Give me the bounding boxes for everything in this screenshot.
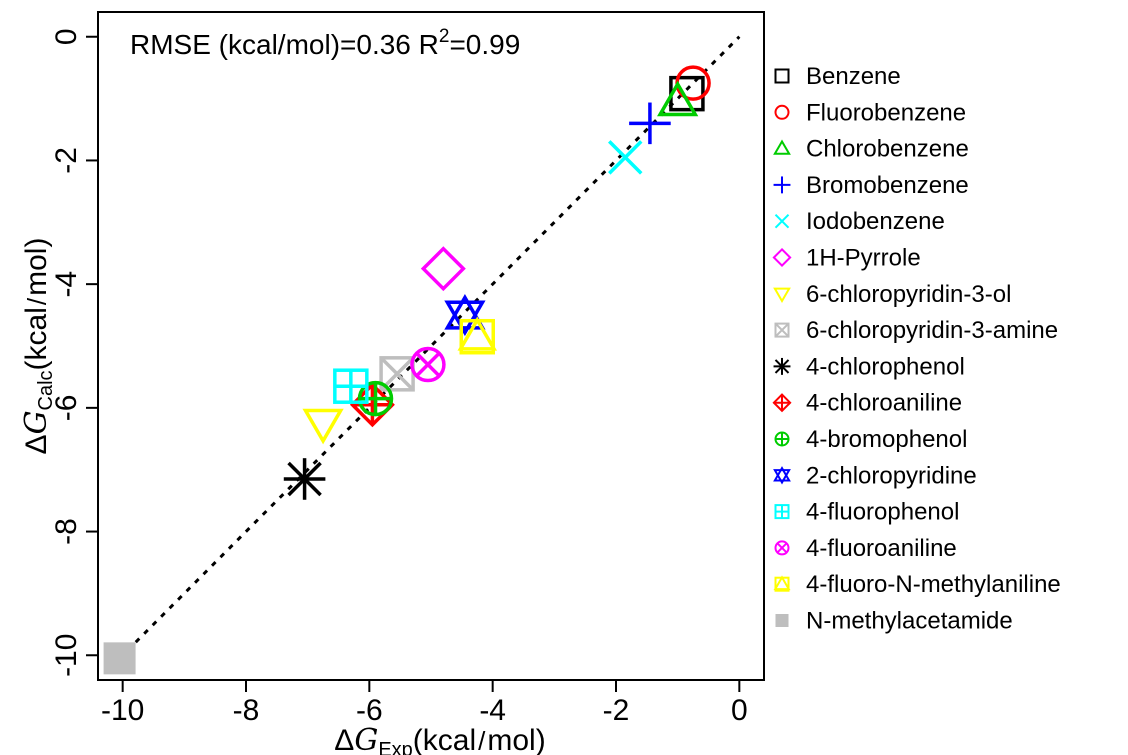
legend-label: Fluorobenzene [806,99,966,126]
data-points [103,65,711,675]
legend-label: 4-fluoro-N-methylaniline [806,571,1061,598]
legend-label: 4-chloroaniline [806,390,962,417]
legend-label: 2-chloropyridine [806,462,977,489]
x-tick-label: -8 [233,694,260,727]
data-point [657,80,699,117]
data-point [608,140,643,175]
plot-area-frame [97,11,765,681]
x-tick-label: -2 [603,694,630,727]
x-tick-label: -10 [101,694,144,727]
y-tick-label: -6 [50,395,83,422]
legend-item: 4-chloroaniline [772,390,962,417]
legend-item: N-methylacetamide [775,608,1013,635]
legend-item: 4-fluoro-N-methylaniline [773,571,1061,598]
y-axis-title: ΔGCalc(kcal/mol) [19,238,57,455]
legend-item: 4-bromophenol [774,426,967,453]
data-point [357,380,394,417]
legend-label: N-methylacetamide [806,608,1013,635]
x-axis-title: ΔGExp(kcal/mol) [334,723,545,755]
legend-label: 4-bromophenol [806,426,967,453]
data-point [302,408,344,445]
legend-label: Iodobenzene [806,208,945,235]
x-tick-label: -4 [479,694,506,727]
data-point [420,246,466,292]
legend-item: Iodobenzene [774,208,945,235]
x-axis: -10 -8 -6 -4 -2 0 [101,680,748,727]
legend-label: Bromobenzene [806,172,969,199]
legend-label: Benzene [806,63,901,90]
data-point [103,642,136,675]
legend-label: 1H-Pyrrole [806,245,921,272]
data-point [629,102,671,145]
legend-label: 6-chloropyridin-3-amine [806,317,1058,344]
legend-label: 4-fluoroaniline [806,535,957,562]
legend-label: Chlorobenzene [806,136,969,163]
legend-label: 4-chlorophenol [806,353,965,380]
y-axis: -10 -8 -6 -4 -2 0 [50,28,98,677]
legend: Benzene Fluorobenzene Chlorobenzene Bromobe… [772,63,1061,635]
legend-label: 6-chloropyridin-3-ol [806,281,1011,308]
legend-item: Chlorobenzene [773,136,969,163]
legend-item: 1H-Pyrrole [772,245,921,272]
y-tick-label: -4 [50,271,83,298]
legend-label: 4-fluorophenol [806,499,959,526]
y-tick-label: -8 [50,518,83,545]
x-tick-label: -6 [356,694,383,727]
y-tick-label: 0 [50,28,83,45]
legend-item: Bromobenzene [773,172,969,199]
data-point [457,316,498,355]
y-tick-label: -10 [50,634,83,677]
legend-item: 4-fluorophenol [774,499,959,526]
data-point [333,368,369,404]
x-tick-label: 0 [731,694,748,727]
legend-item: 4-fluoroaniline [774,535,957,562]
data-point [283,458,326,500]
identity-reference-line [109,35,741,669]
legend-item: Fluorobenzene [774,99,966,126]
y-tick-label: -2 [50,147,83,174]
legend-item: 4-chlorophenol [773,353,965,380]
rmse-annotation: RMSE (kcal/mol)=0.36 R2=0.99 [130,26,520,60]
legend-item: Benzene [774,63,901,90]
data-point [410,346,446,383]
legend-item: 2-chloropyridine [773,462,977,489]
data-point [444,293,486,337]
legend-item: 6-chloropyridin-3-amine [774,317,1058,344]
legend-item: 6-chloropyridin-3-ol [773,281,1011,308]
